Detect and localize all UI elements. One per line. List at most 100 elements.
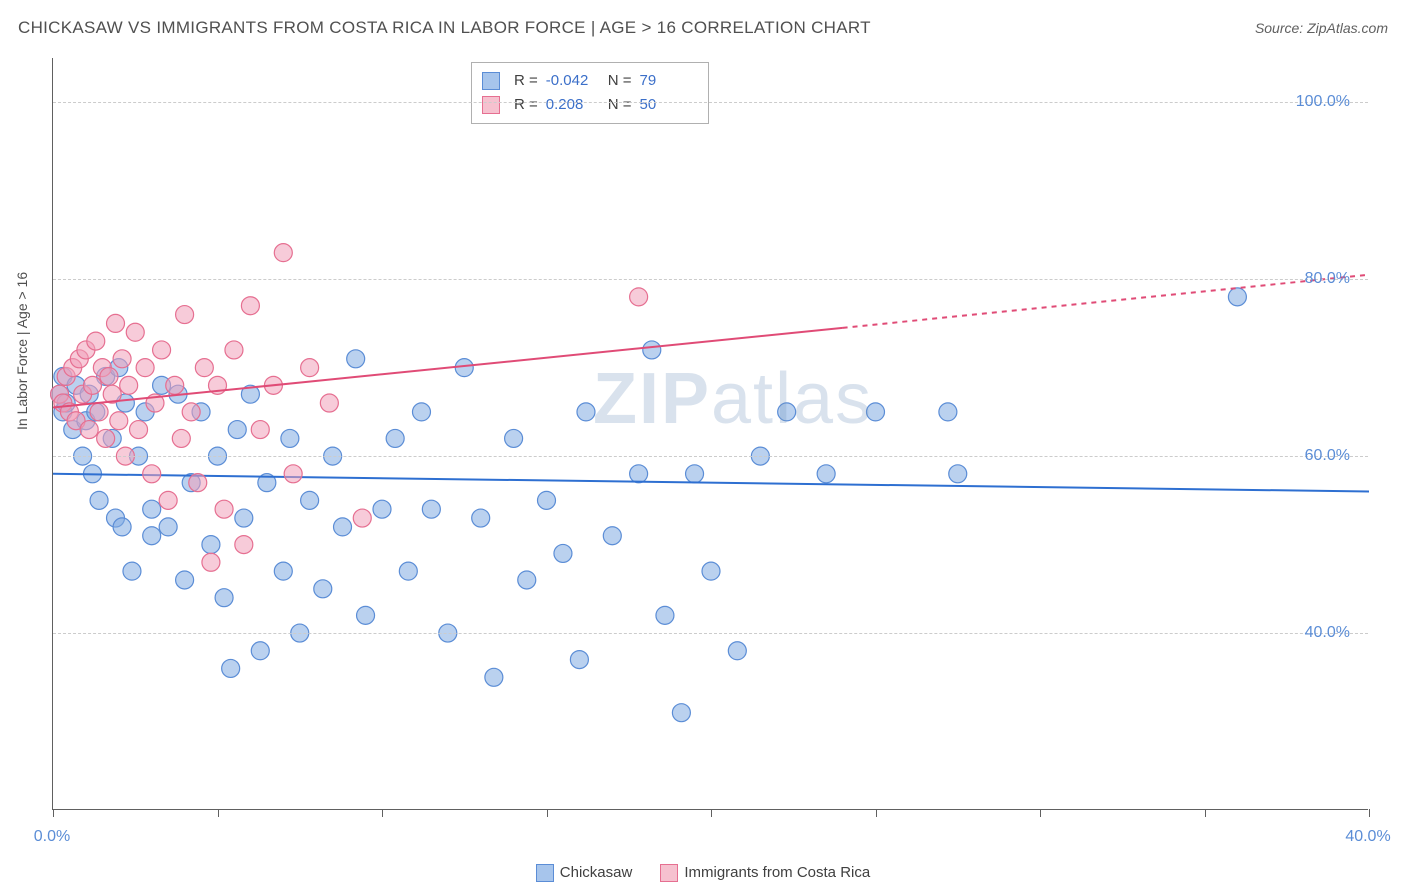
data-point	[643, 341, 661, 359]
data-point	[100, 367, 118, 385]
data-point	[538, 491, 556, 509]
data-point	[656, 606, 674, 624]
data-point	[176, 306, 194, 324]
x-tick	[876, 809, 877, 817]
data-point	[222, 659, 240, 677]
data-point	[153, 341, 171, 359]
data-point	[570, 651, 588, 669]
x-tick-label: 0.0%	[34, 828, 70, 846]
r-label: R =	[514, 69, 538, 93]
n-label: N =	[608, 93, 632, 117]
gridline	[53, 279, 1368, 280]
data-point	[373, 500, 391, 518]
data-point	[166, 376, 184, 394]
data-point	[172, 429, 190, 447]
regression-line	[53, 328, 843, 408]
data-point	[182, 403, 200, 421]
y-tick-label: 40.0%	[1305, 624, 1350, 642]
data-point	[126, 323, 144, 341]
data-point	[113, 518, 131, 536]
chart-svg	[53, 58, 1368, 809]
data-point	[728, 642, 746, 660]
series-legend: Chickasaw Immigrants from Costa Rica	[0, 864, 1406, 882]
data-point	[412, 403, 430, 421]
data-point	[136, 359, 154, 377]
data-point	[281, 429, 299, 447]
data-point	[672, 704, 690, 722]
r-value: -0.042	[546, 69, 600, 93]
data-point	[251, 421, 269, 439]
x-tick	[1369, 809, 1370, 817]
data-point	[113, 350, 131, 368]
data-point	[939, 403, 957, 421]
legend-swatch	[482, 96, 500, 114]
data-point	[301, 491, 319, 509]
data-point	[399, 562, 417, 580]
chart-title: CHICKASAW VS IMMIGRANTS FROM COSTA RICA …	[18, 18, 871, 38]
gridline	[53, 633, 1368, 634]
gridline	[53, 102, 1368, 103]
x-tick-label: 40.0%	[1345, 828, 1390, 846]
data-point	[505, 429, 523, 447]
x-tick	[711, 809, 712, 817]
data-point	[778, 403, 796, 421]
data-point	[301, 359, 319, 377]
data-point	[320, 394, 338, 412]
data-point	[274, 244, 292, 262]
data-point	[176, 571, 194, 589]
y-tick-label: 80.0%	[1305, 270, 1350, 288]
data-point	[120, 376, 138, 394]
x-tick	[1040, 809, 1041, 817]
data-point	[143, 465, 161, 483]
regression-line-extrapolated	[843, 275, 1369, 328]
data-point	[284, 465, 302, 483]
data-point	[314, 580, 332, 598]
y-tick-label: 60.0%	[1305, 447, 1350, 465]
data-point	[189, 474, 207, 492]
data-point	[143, 527, 161, 545]
x-tick	[547, 809, 548, 817]
data-point	[235, 536, 253, 554]
legend-item: Immigrants from Costa Rica	[660, 864, 870, 882]
data-point	[334, 518, 352, 536]
data-point	[702, 562, 720, 580]
data-point	[215, 589, 233, 607]
data-point	[630, 288, 648, 306]
data-point	[485, 668, 503, 686]
data-point	[274, 562, 292, 580]
correlation-legend-row: R =-0.042N =79	[482, 69, 694, 93]
legend-swatch	[660, 864, 678, 882]
x-tick	[382, 809, 383, 817]
y-axis-label: In Labor Force | Age > 16	[14, 272, 30, 430]
data-point	[357, 606, 375, 624]
data-point	[228, 421, 246, 439]
data-point	[630, 465, 648, 483]
correlation-legend: R =-0.042N =79R =0.208N =50	[471, 62, 709, 124]
data-point	[554, 544, 572, 562]
n-label: N =	[608, 69, 632, 93]
data-point	[90, 491, 108, 509]
legend-label: Chickasaw	[560, 864, 633, 881]
regression-line	[53, 474, 1369, 492]
data-point	[202, 536, 220, 554]
correlation-legend-row: R =0.208N =50	[482, 93, 694, 117]
legend-swatch	[482, 72, 500, 90]
data-point	[251, 642, 269, 660]
y-tick-label: 100.0%	[1296, 93, 1350, 111]
r-label: R =	[514, 93, 538, 117]
data-point	[107, 314, 125, 332]
data-point	[949, 465, 967, 483]
data-point	[455, 359, 473, 377]
data-point	[130, 421, 148, 439]
legend-label: Immigrants from Costa Rica	[684, 864, 870, 881]
data-point	[159, 518, 177, 536]
data-point	[518, 571, 536, 589]
data-point	[817, 465, 835, 483]
data-point	[215, 500, 233, 518]
x-tick	[53, 809, 54, 817]
data-point	[867, 403, 885, 421]
data-point	[686, 465, 704, 483]
legend-swatch	[536, 864, 554, 882]
x-tick	[1205, 809, 1206, 817]
data-point	[347, 350, 365, 368]
